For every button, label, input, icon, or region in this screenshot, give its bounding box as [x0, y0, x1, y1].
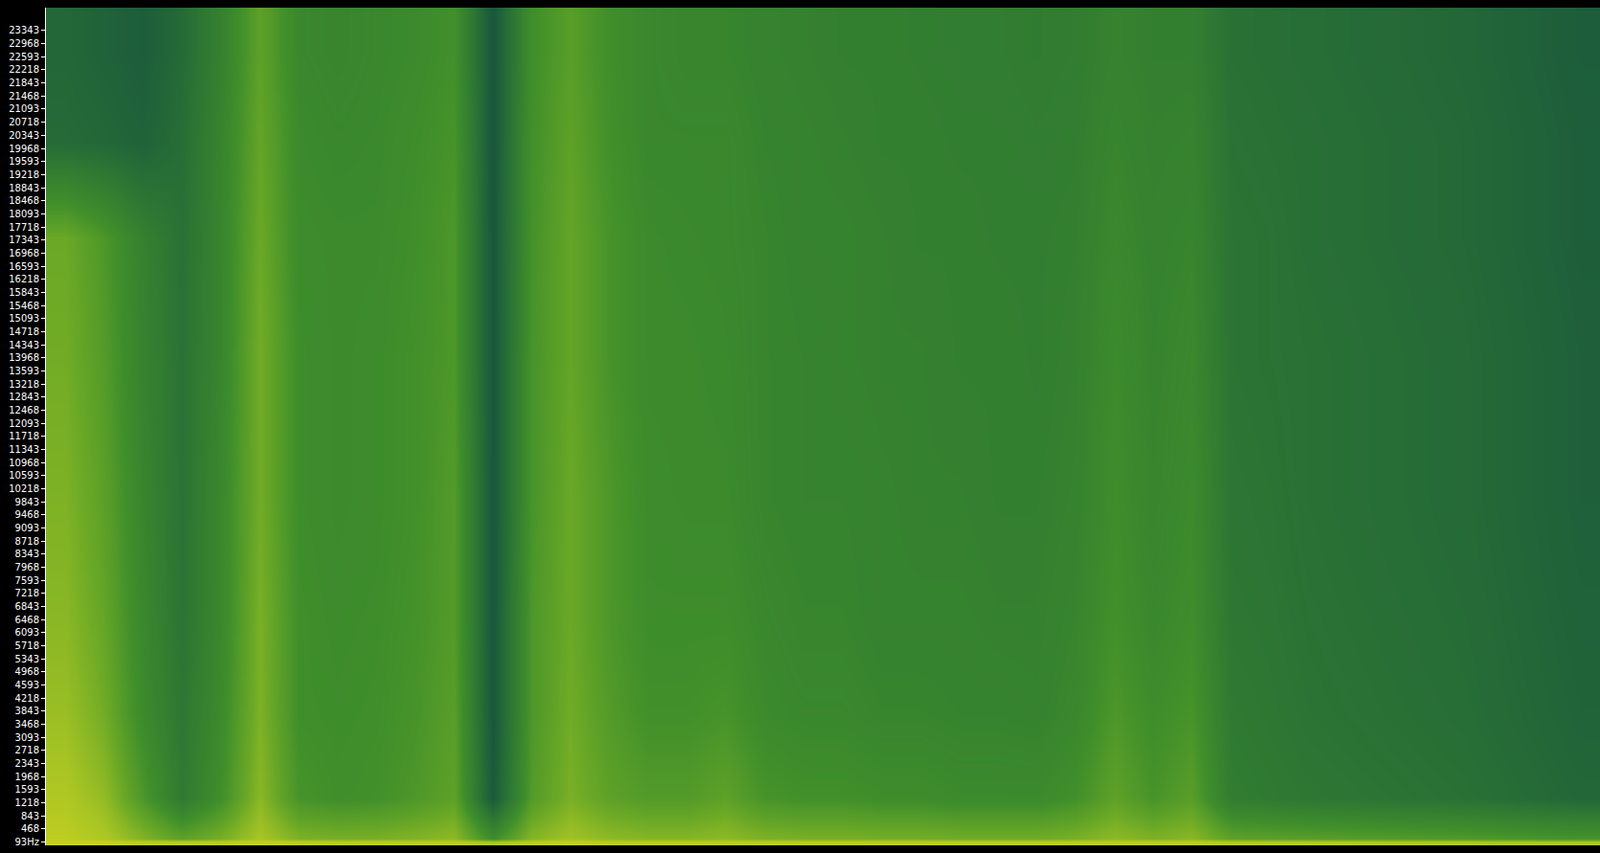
- svg-text:12468: 12468: [8, 404, 40, 416]
- svg-text:13593: 13593: [8, 365, 40, 377]
- svg-text:3093: 3093: [15, 732, 40, 743]
- svg-text:9093: 9093: [15, 522, 40, 534]
- svg-text:15093: 15093: [8, 312, 40, 324]
- svg-text:4968: 4968: [15, 666, 40, 677]
- svg-text:1968: 1968: [15, 771, 40, 782]
- svg-text:14718: 14718: [8, 326, 40, 337]
- svg-text:7218: 7218: [15, 587, 40, 599]
- svg-text:7593: 7593: [15, 575, 40, 586]
- svg-text:5718: 5718: [15, 640, 40, 651]
- svg-text:9468: 9468: [15, 509, 40, 520]
- svg-text:19968: 19968: [8, 143, 40, 155]
- svg-text:20343: 20343: [8, 130, 40, 141]
- svg-text:16968: 16968: [8, 247, 40, 259]
- svg-text:19218: 19218: [8, 169, 40, 180]
- svg-text:93Hz: 93Hz: [15, 836, 41, 847]
- svg-text:18843: 18843: [8, 182, 40, 194]
- svg-text:6843: 6843: [15, 600, 40, 612]
- svg-text:11718: 11718: [8, 430, 40, 442]
- svg-text:8718: 8718: [15, 535, 40, 547]
- svg-text:1593: 1593: [15, 783, 40, 795]
- svg-text:6093: 6093: [15, 626, 40, 638]
- svg-text:10968: 10968: [8, 457, 40, 468]
- svg-text:2343: 2343: [15, 757, 40, 769]
- svg-text:7968: 7968: [15, 561, 40, 573]
- svg-text:15468: 15468: [8, 300, 40, 312]
- svg-text:20718: 20718: [8, 116, 40, 128]
- svg-text:9843: 9843: [15, 496, 40, 508]
- svg-text:1218: 1218: [15, 797, 40, 808]
- svg-text:5343: 5343: [15, 653, 40, 665]
- svg-text:21093: 21093: [8, 103, 40, 114]
- svg-text:16218: 16218: [8, 273, 40, 285]
- svg-text:12843: 12843: [8, 391, 40, 402]
- svg-text:23343: 23343: [8, 24, 40, 36]
- svg-text:22593: 22593: [8, 51, 40, 63]
- svg-text:18468: 18468: [8, 195, 40, 206]
- svg-text:21843: 21843: [8, 77, 40, 89]
- svg-text:3843: 3843: [15, 705, 40, 716]
- svg-text:10218: 10218: [8, 483, 40, 494]
- svg-text:18093: 18093: [8, 208, 40, 220]
- svg-text:13968: 13968: [8, 352, 40, 363]
- svg-text:17343: 17343: [8, 234, 40, 245]
- svg-text:17718: 17718: [8, 222, 40, 233]
- svg-text:4593: 4593: [15, 679, 40, 690]
- svg-text:14343: 14343: [8, 339, 40, 351]
- svg-text:468: 468: [21, 822, 40, 834]
- svg-text:4218: 4218: [15, 692, 40, 704]
- svg-text:11343: 11343: [8, 444, 40, 455]
- svg-text:843: 843: [21, 810, 40, 822]
- svg-text:8343: 8343: [15, 548, 40, 559]
- svg-text:21468: 21468: [8, 90, 40, 102]
- svg-text:19593: 19593: [8, 155, 40, 167]
- svg-text:13218: 13218: [8, 378, 40, 390]
- svg-text:10593: 10593: [8, 469, 40, 481]
- svg-text:22968: 22968: [8, 38, 40, 49]
- svg-text:12093: 12093: [8, 418, 40, 429]
- svg-text:3468: 3468: [15, 718, 40, 730]
- svg-text:2718: 2718: [15, 744, 40, 756]
- svg-text:22218: 22218: [8, 64, 40, 75]
- svg-text:15843: 15843: [8, 287, 40, 298]
- svg-text:6468: 6468: [15, 614, 40, 625]
- svg-text:16593: 16593: [8, 261, 40, 272]
